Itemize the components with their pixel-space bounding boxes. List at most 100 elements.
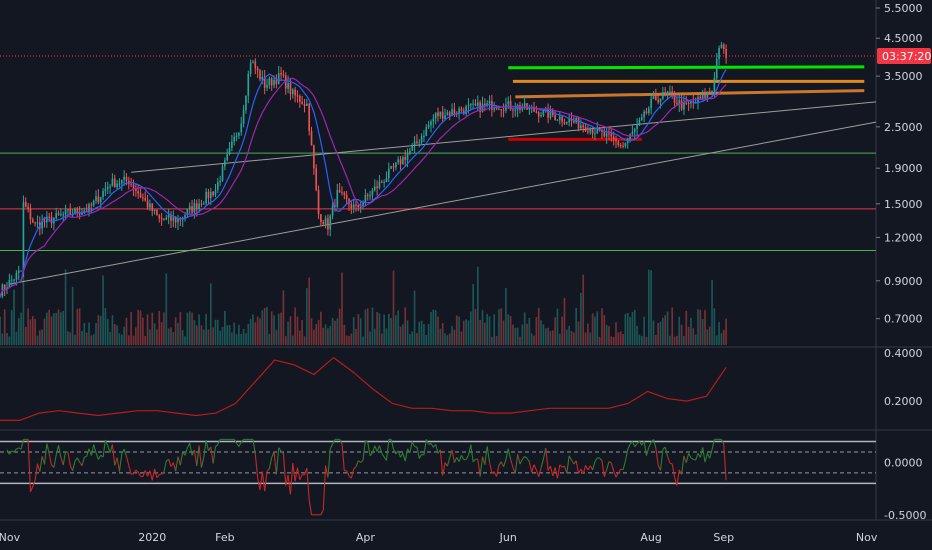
candle-body: [680, 100, 683, 110]
candle-body: [720, 44, 723, 48]
oscillator-segment: [545, 448, 549, 471]
oscillator-segment: [43, 443, 48, 465]
volume-bar: [102, 275, 104, 345]
volume-bar: [3, 309, 6, 345]
oscillator-segment: [538, 467, 542, 477]
candle-body: [135, 188, 137, 192]
volume-bar: [385, 328, 388, 345]
candle-body: [671, 91, 674, 96]
oscillator-segment: [531, 464, 535, 473]
volume-bar: [137, 309, 140, 345]
candle-body: [247, 73, 250, 96]
candle-body: [493, 108, 496, 110]
oscillator-segment: [613, 470, 617, 478]
moving-average-line: [0, 77, 727, 297]
volume-bar: [612, 336, 615, 345]
last-price-tag[interactable]: [877, 47, 931, 64]
oscillator-segment: [168, 459, 172, 467]
oscillator-segment: [381, 452, 385, 458]
volume-bar: [725, 318, 727, 345]
candle-body: [132, 184, 135, 189]
candle-body: [626, 139, 629, 143]
candle-body: [170, 215, 172, 221]
oscillator-segment: [86, 448, 90, 457]
oscillator-segment: [13, 448, 17, 453]
oscillator-segment: [133, 469, 137, 475]
volume-bar: [329, 325, 332, 345]
volume-bar: [516, 327, 519, 345]
oscillator-segment: [631, 441, 636, 447]
volume-bar: [90, 335, 93, 345]
candle-body: [280, 73, 282, 75]
candle-body: [336, 190, 339, 207]
candle-body: [453, 109, 456, 114]
candle-body: [205, 191, 207, 204]
volume-bar: [345, 335, 348, 345]
volume-bar: [493, 314, 496, 345]
candle-body: [116, 183, 118, 188]
volume-bar: [350, 333, 353, 345]
oscillator-segment: [706, 453, 711, 459]
oscillator-segment: [161, 471, 165, 475]
oscillator-segment: [608, 461, 612, 464]
candle-body: [577, 117, 580, 129]
volume-bar: [615, 322, 617, 345]
oscillator-segment: [374, 445, 378, 452]
volume-bar: [514, 327, 517, 345]
volume-bar: [647, 269, 650, 345]
volume-bar: [451, 326, 453, 345]
oscillator-segment: [645, 447, 650, 456]
candle-body: [676, 102, 678, 105]
oscillator-segment: [90, 444, 95, 456]
volume-bar: [177, 322, 179, 345]
volume-bar: [202, 329, 205, 345]
oscillator-segment: [589, 465, 594, 471]
candle-body: [598, 127, 601, 131]
volume-bar: [317, 319, 320, 345]
oscillator-segment: [517, 454, 521, 465]
volume-bar: [523, 312, 526, 345]
volume-bar: [364, 309, 367, 345]
oscillator-segment: [524, 455, 528, 459]
candle-body: [647, 108, 650, 113]
volume-bar: [43, 318, 46, 345]
volume-bar: [191, 312, 193, 345]
oscillator-segment: [390, 439, 395, 450]
volume-bar: [676, 335, 678, 345]
oscillator-segment: [578, 468, 582, 474]
candle-body: [301, 101, 303, 105]
candle-body: [252, 61, 254, 63]
oscillator-segment: [533, 464, 537, 471]
volume-bar: [111, 315, 114, 345]
oscillator-segment: [233, 439, 238, 444]
candle-body: [444, 115, 446, 119]
oscillator-segment: [266, 468, 270, 472]
oscillator-segment: [140, 475, 144, 478]
oscillator-segment: [575, 460, 580, 474]
volume-bar: [577, 321, 580, 345]
oscillator-segment: [587, 465, 591, 471]
candle-body: [474, 103, 477, 106]
candle-body: [113, 178, 116, 188]
volume-bar: [120, 334, 123, 345]
candle-body: [432, 118, 435, 122]
candle-body: [188, 206, 191, 210]
oscillator-segment: [528, 461, 533, 473]
candle-body: [195, 203, 198, 210]
volume-bar: [683, 335, 685, 345]
volume-bar: [570, 330, 573, 345]
price-scale-label: 1.2000: [884, 231, 923, 244]
volume-bar: [31, 315, 34, 345]
oscillator-segment: [521, 456, 526, 460]
oscillator-segment: [425, 439, 430, 445]
volume-bar: [322, 327, 325, 345]
volume-bar: [118, 333, 121, 345]
candle-body: [507, 101, 510, 105]
volume-bar: [24, 327, 27, 345]
candle-body: [29, 209, 32, 220]
oscillator-segment: [294, 467, 299, 482]
candle-body: [224, 160, 226, 167]
candle-body: [664, 92, 667, 94]
oscillator-segment: [566, 455, 570, 474]
